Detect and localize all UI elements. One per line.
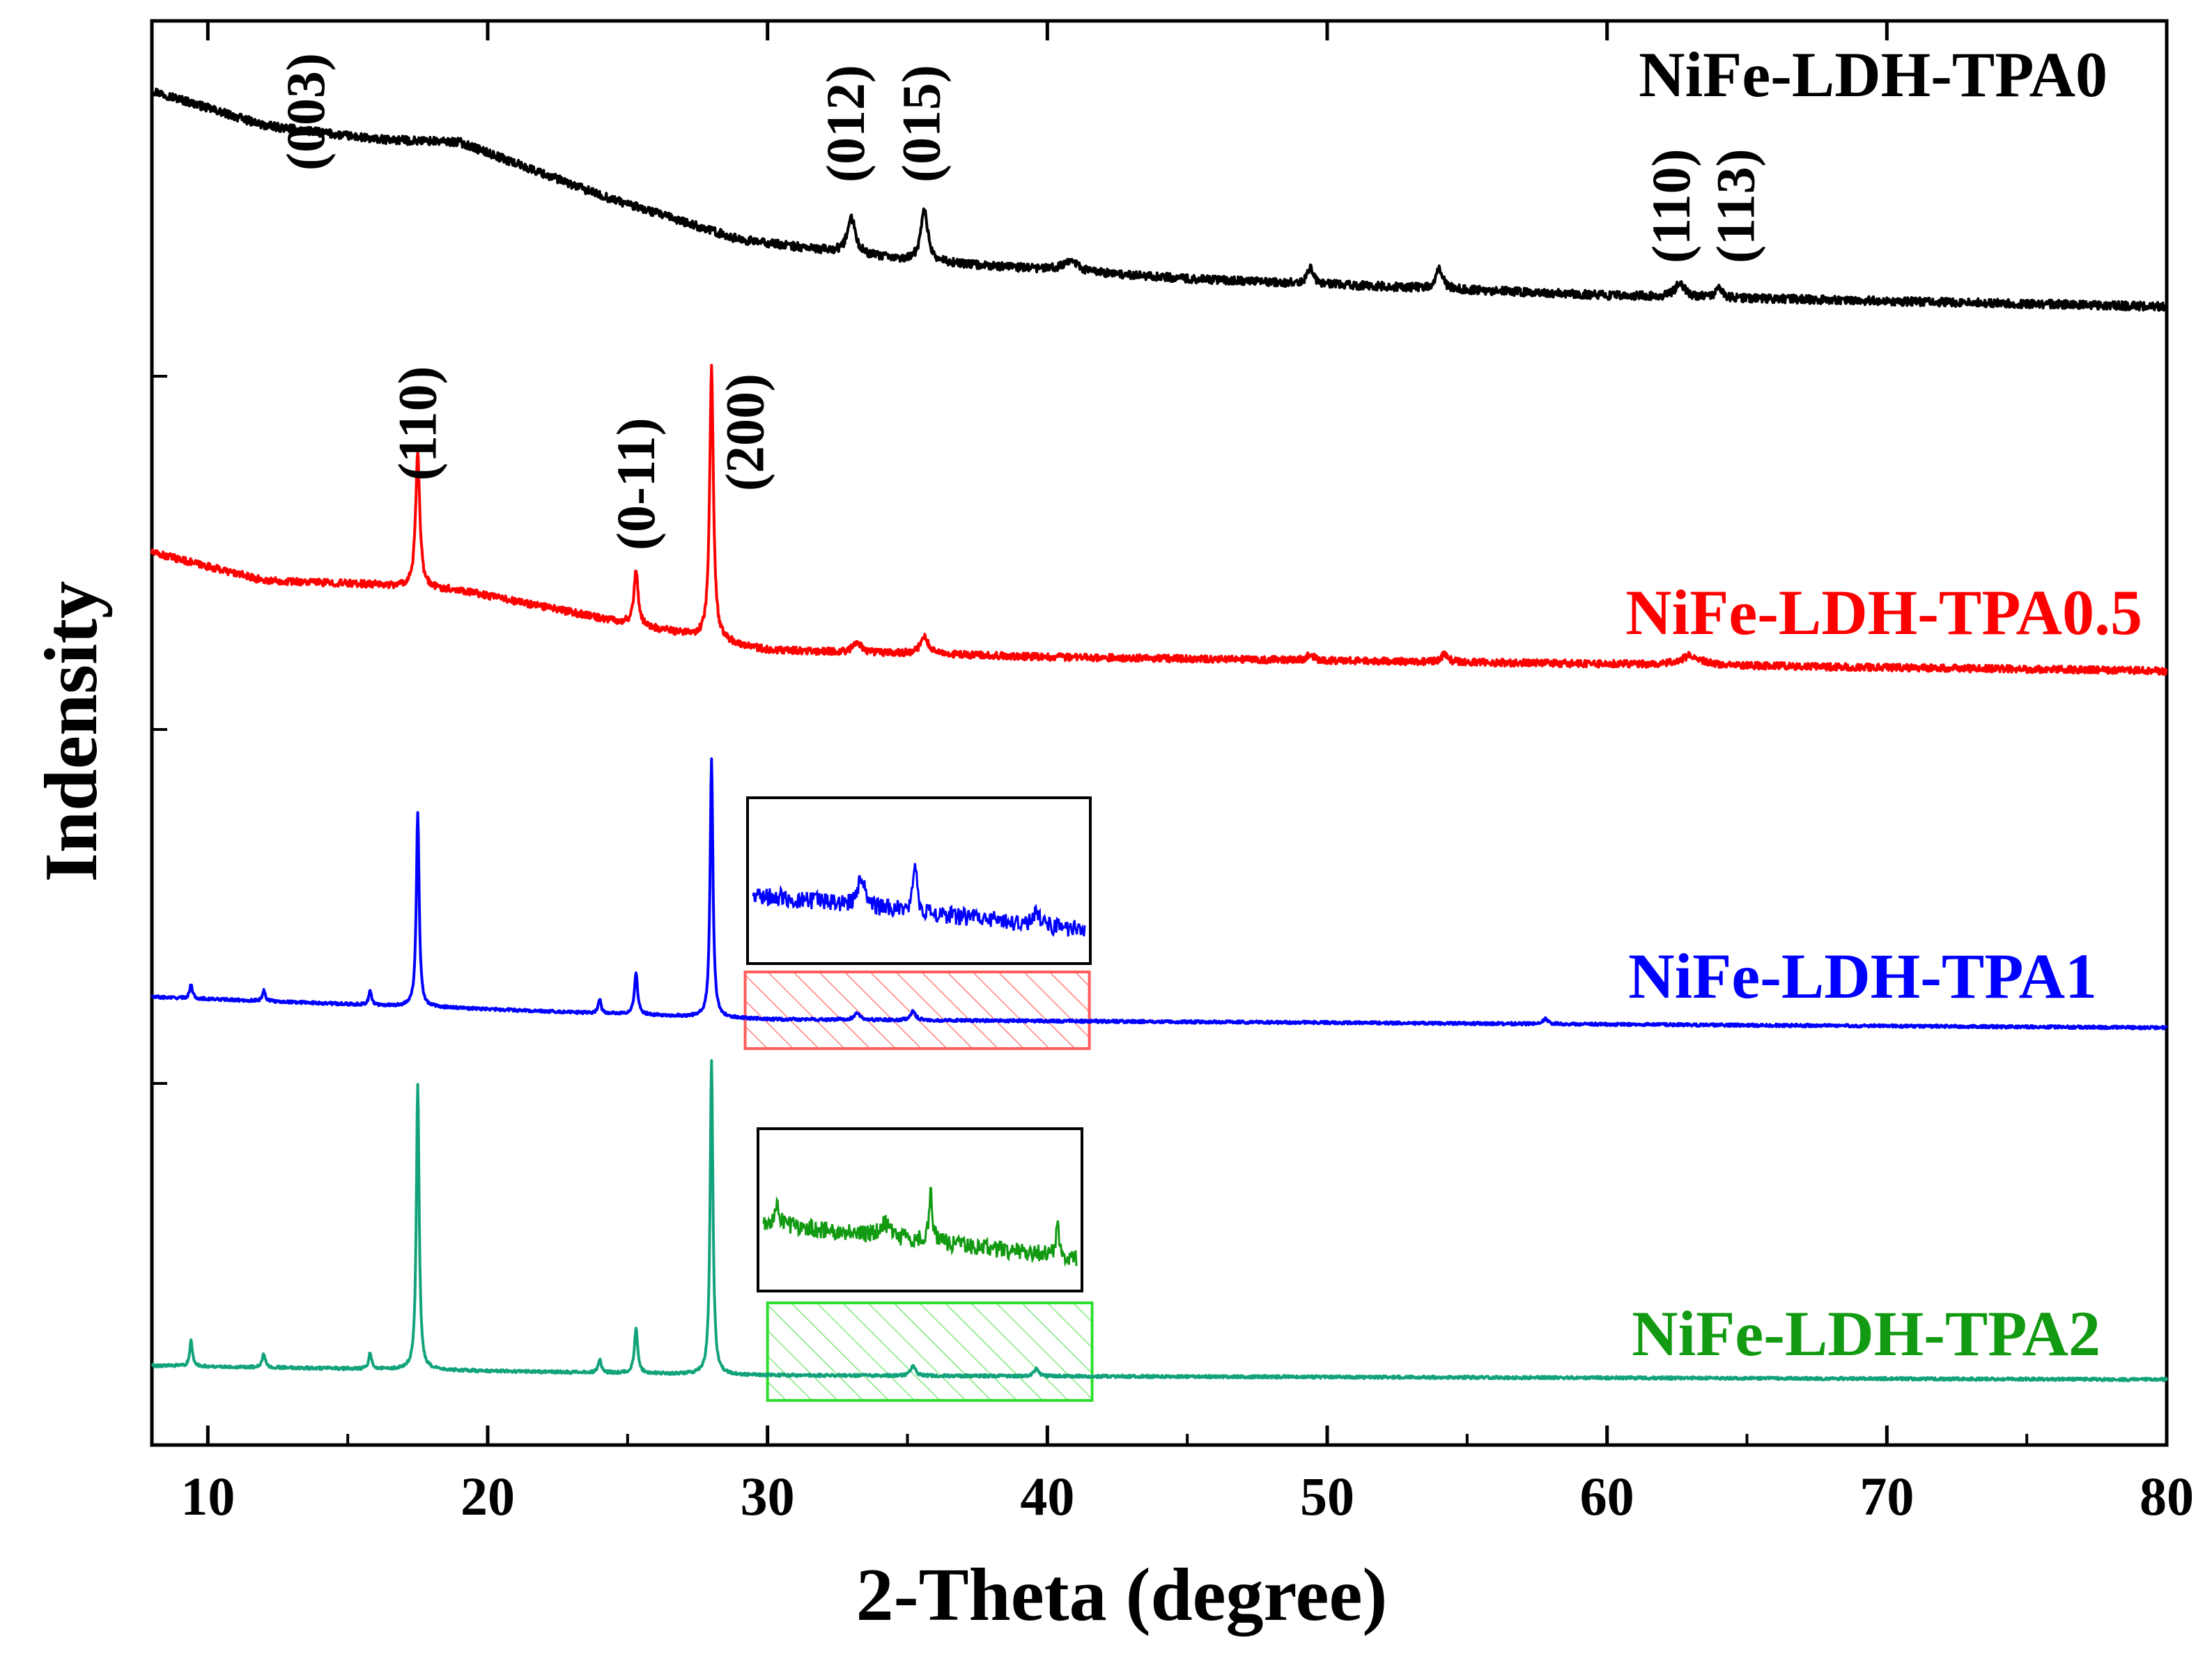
peak-label-upper: (015) — [891, 65, 952, 183]
highlight-box-2 — [766, 1301, 1094, 1402]
x-tick-label: 80 — [2140, 1466, 2194, 1527]
series-line-1 — [150, 87, 2168, 312]
x-tick-label: 60 — [1580, 1466, 1634, 1527]
peak-label-upper: (003) — [275, 53, 336, 171]
peak-label-lower: (110) — [387, 366, 448, 481]
peak-label-lower: (0-11) — [605, 417, 666, 550]
axes: 10 20 30 40 50 60 70 80 — [152, 21, 2194, 1527]
x-tick-label: 40 — [1020, 1466, 1074, 1527]
highlight-boxes — [743, 971, 1094, 1402]
series-line-4 — [150, 1059, 2168, 1382]
series-label-tpa0-5: NiFe-LDH-TPA0.5 — [1625, 577, 2142, 648]
plot-frame — [150, 19, 2169, 1447]
peak-label-lower: (200) — [715, 373, 775, 491]
highlight-box-1 — [743, 971, 1091, 1050]
inset-line-1 — [752, 863, 1086, 937]
insets — [746, 796, 1092, 1292]
peak-label-upper: (113) — [1705, 148, 1765, 263]
inset-frame-1 — [746, 796, 1092, 965]
series-label-tpa1: NiFe-LDH-TPA1 — [1628, 941, 2097, 1012]
x-tick-label: 10 — [180, 1466, 235, 1527]
x-tick-label: 70 — [1859, 1466, 1914, 1527]
x-axis-title: 2-Theta (degree) — [856, 1554, 1388, 1637]
series-label-tpa2: NiFe-LDH-TPA2 — [1632, 1298, 2101, 1369]
inset-frame-2 — [757, 1127, 1083, 1292]
peak-label-upper: (110) — [1641, 148, 1701, 263]
peak-label-upper: (012) — [815, 65, 876, 183]
series-line-3 — [150, 757, 2168, 1030]
x-tick-label: 30 — [741, 1466, 795, 1527]
series-lines — [150, 87, 2168, 1382]
y-axis-title: Indensity — [30, 581, 113, 882]
series-line-2 — [150, 364, 2168, 676]
peak-labels: (003) (012) (015)(110) (113)(110) (0-11) (200… — [275, 53, 1766, 550]
x-tick-label: 50 — [1300, 1466, 1354, 1527]
x-tick-label: 20 — [461, 1466, 515, 1527]
inset-line-2 — [762, 1187, 1078, 1267]
series-label-tpa0: NiFe-LDH-TPA0 — [1639, 39, 2107, 110]
